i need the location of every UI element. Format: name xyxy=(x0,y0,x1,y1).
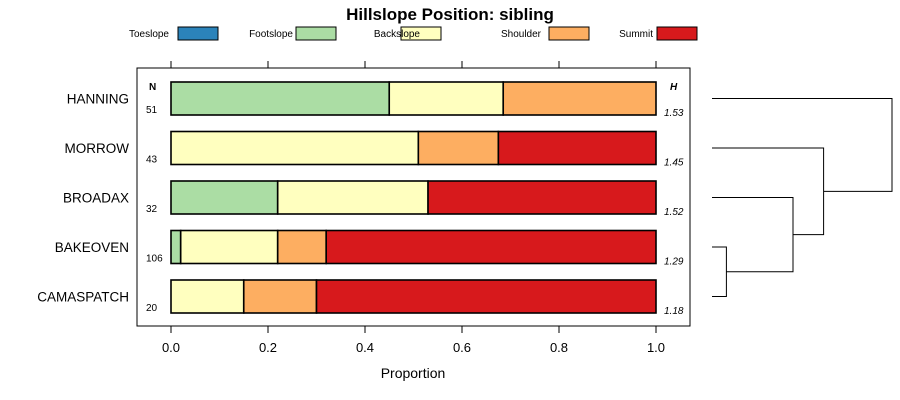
n-value-camaspatch: 20 xyxy=(146,303,158,314)
legend-swatch-summit xyxy=(656,26,698,41)
chart-title: Hillslope Position: sibling xyxy=(346,5,554,24)
bar-morrow-summit xyxy=(497,130,657,166)
tick-label: 0.2 xyxy=(259,340,277,355)
n-value-morrow: 43 xyxy=(146,155,158,166)
h-column-header: H xyxy=(670,82,678,93)
row-label-morrow: MORROW xyxy=(65,141,130,156)
legend-swatch-toeslope xyxy=(177,26,219,41)
row-label-broadax: BROADAX xyxy=(63,191,129,206)
legend-swatch-shoulder xyxy=(548,26,590,41)
row-label-hanning: HANNING xyxy=(67,92,129,107)
bar-bakeoven-shoulder xyxy=(276,229,328,265)
dendrogram-branch xyxy=(712,98,893,192)
dendrogram-branch xyxy=(712,246,727,297)
bar-camaspatch-summit xyxy=(315,279,657,314)
tick-label: 0.4 xyxy=(356,340,374,355)
dendrogram-branch xyxy=(712,197,794,273)
tick-label: 0.6 xyxy=(453,340,471,355)
legend-swatch-footslope xyxy=(295,26,337,41)
bars-group xyxy=(170,81,657,314)
legend: Toeslope Footslope Backslope Shoulder Summit xyxy=(129,26,698,41)
tick-label: 1.0 xyxy=(647,340,665,355)
bar-broadax-summit xyxy=(427,180,657,215)
bar-hanning-backslope xyxy=(388,81,505,116)
legend-label-summit: Summit xyxy=(619,29,653,40)
bottom-axis: 0.0 0.2 0.4 0.6 0.8 1.0 xyxy=(162,326,665,355)
h-value-camaspatch: 1.18 xyxy=(664,306,684,317)
n-value-broadax: 32 xyxy=(146,204,158,215)
bar-bakeoven-footslope xyxy=(170,229,182,265)
n-column-header: N xyxy=(149,82,156,93)
dendrogram xyxy=(712,98,893,297)
legend-label-shoulder: Shoulder xyxy=(501,29,542,40)
bar-camaspatch-shoulder xyxy=(242,279,318,314)
row-label-bakeoven: BAKEOVEN xyxy=(55,240,129,255)
plot-frame xyxy=(136,67,691,327)
h-value-hanning: 1.53 xyxy=(664,108,684,119)
bar-bakeoven-summit xyxy=(325,229,657,265)
bar-bakeoven-backslope xyxy=(179,229,279,265)
bar-camaspatch-backslope xyxy=(170,279,245,314)
bar-broadax-footslope xyxy=(170,180,279,215)
legend-label-backslope: Backslope xyxy=(374,29,421,40)
h-value-bakeoven: 1.29 xyxy=(664,257,684,268)
tick-label: 0.0 xyxy=(162,340,180,355)
bar-morrow-backslope xyxy=(170,130,420,166)
top-axis xyxy=(170,61,657,68)
n-value-hanning: 51 xyxy=(146,105,158,116)
bar-hanning-footslope xyxy=(170,81,391,116)
dendrogram-branch xyxy=(712,147,825,236)
legend-label-toeslope: Toeslope xyxy=(129,29,169,40)
bar-hanning-shoulder xyxy=(502,81,657,116)
h-value-broadax: 1.52 xyxy=(664,207,684,218)
row-label-camaspatch: CAMASPATCH xyxy=(37,290,129,305)
x-axis-title: Proportion xyxy=(381,365,446,381)
bar-broadax-backslope xyxy=(276,180,429,215)
legend-swatch-backslope xyxy=(400,26,442,41)
legend-label-footslope: Footslope xyxy=(249,29,293,40)
n-value-bakeoven: 106 xyxy=(146,254,163,265)
row-labels: HANNING 51 1.53 MORROW 43 1.45 BROADAX 32 1.52 BA… xyxy=(37,92,684,318)
h-value-morrow: 1.45 xyxy=(664,158,684,169)
bar-morrow-shoulder xyxy=(417,130,500,166)
tick-label: 0.8 xyxy=(550,340,568,355)
